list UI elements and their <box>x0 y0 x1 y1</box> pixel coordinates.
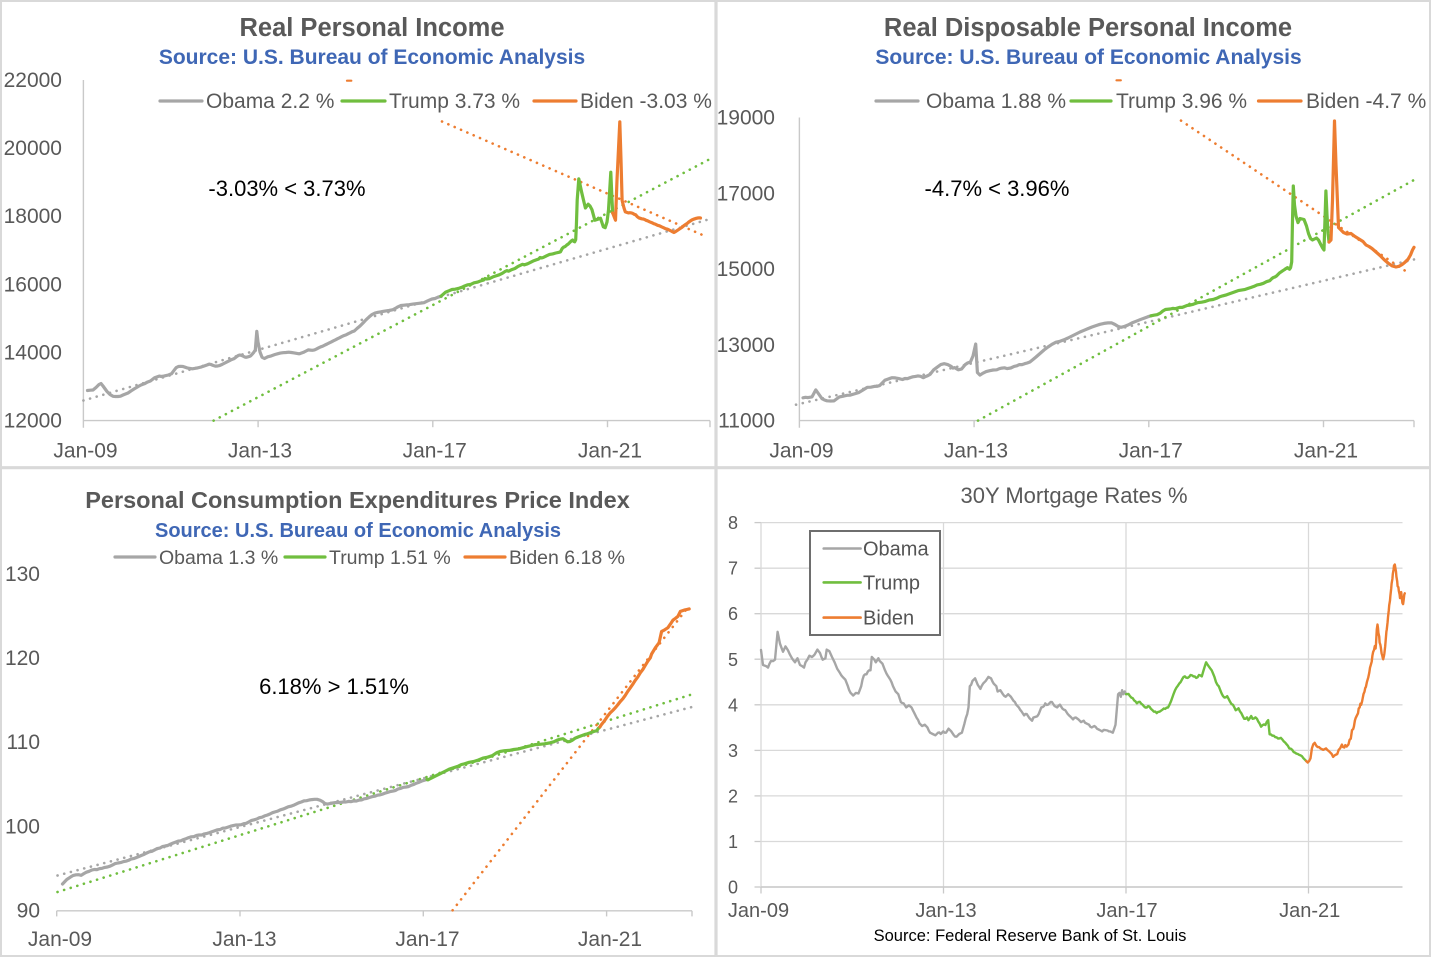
svg-text:15000: 15000 <box>717 258 775 281</box>
svg-text:Jan-13: Jan-13 <box>228 440 292 463</box>
svg-text:5: 5 <box>728 650 738 670</box>
svg-text:120: 120 <box>5 647 40 670</box>
svg-text:16000: 16000 <box>4 273 62 296</box>
svg-text:Trump 1.51 %: Trump 1.51 % <box>329 547 451 569</box>
svg-text:17000: 17000 <box>717 182 775 205</box>
svg-text:Trump 3.73 %: Trump 3.73 % <box>389 90 520 113</box>
svg-text:Jan-17: Jan-17 <box>403 440 467 463</box>
svg-text:6: 6 <box>728 604 738 624</box>
svg-text:3: 3 <box>728 741 738 761</box>
svg-text:Obama 1.88 %: Obama 1.88 % <box>926 90 1066 113</box>
svg-text:11000: 11000 <box>718 410 775 433</box>
svg-text:Jan-09: Jan-09 <box>728 900 789 922</box>
svg-text:-4.7% < 3.96%: -4.7% < 3.96% <box>925 176 1070 201</box>
svg-text:Jan-09: Jan-09 <box>28 928 92 951</box>
svg-text:Jan-13: Jan-13 <box>915 900 976 922</box>
svg-text:2: 2 <box>728 786 738 806</box>
svg-text:Biden: Biden <box>863 608 914 630</box>
svg-text:Jan-21: Jan-21 <box>578 928 642 951</box>
svg-text:Biden -3.03 %: Biden -3.03 % <box>580 90 712 113</box>
svg-text:Biden 6.18 %: Biden 6.18 % <box>509 547 625 569</box>
svg-text:110: 110 <box>7 731 40 754</box>
svg-text:1: 1 <box>728 832 738 852</box>
svg-text:130: 130 <box>5 563 40 586</box>
svg-text:Jan-21: Jan-21 <box>1279 900 1340 922</box>
svg-text:Biden -4.7 %: Biden -4.7 % <box>1306 90 1426 113</box>
svg-text:Jan-17: Jan-17 <box>1119 440 1183 463</box>
svg-text:6.18% > 1.51%: 6.18% > 1.51% <box>259 674 409 699</box>
svg-text:13000: 13000 <box>717 334 775 357</box>
svg-text:0: 0 <box>728 878 738 898</box>
svg-text:19000: 19000 <box>717 107 775 130</box>
svg-text:Source: U.S. Bureau of Economi: Source: U.S. Bureau of Economic Analysis <box>155 520 561 542</box>
svg-text:Jan-09: Jan-09 <box>769 440 833 463</box>
svg-text:Source: U.S. Bureau of Economi: Source: U.S. Bureau of Economic Analysis <box>875 46 1301 69</box>
svg-text:Source: U.S. Bureau of Economi: Source: U.S. Bureau of Economic Analysis <box>159 46 585 69</box>
svg-text:90: 90 <box>17 899 40 922</box>
svg-text:30Y Mortgage Rates %: 30Y Mortgage Rates % <box>960 483 1187 508</box>
svg-text:22000: 22000 <box>4 69 62 92</box>
svg-text:Jan-09: Jan-09 <box>53 440 117 463</box>
svg-text:Real Personal Income: Real Personal Income <box>239 14 504 42</box>
svg-text:Jan-13: Jan-13 <box>212 928 276 951</box>
svg-text:Jan-21: Jan-21 <box>1294 440 1358 463</box>
svg-text:Real Disposable Personal Incom: Real Disposable Personal Income <box>884 14 1292 42</box>
svg-text:Jan-17: Jan-17 <box>1096 900 1157 922</box>
svg-text:Obama: Obama <box>863 539 929 561</box>
svg-text:Obama 1.3 %: Obama 1.3 % <box>159 547 278 569</box>
svg-text:12000: 12000 <box>4 410 62 433</box>
svg-text:4: 4 <box>728 695 738 715</box>
svg-text:Obama 2.2 %: Obama 2.2 % <box>206 90 334 113</box>
svg-text:Jan-21: Jan-21 <box>578 440 642 463</box>
svg-text:Trump 3.96 %: Trump 3.96 % <box>1116 90 1247 113</box>
svg-text:Trump: Trump <box>863 572 920 594</box>
svg-text:Jan-13: Jan-13 <box>944 440 1008 463</box>
svg-text:Personal Consumption Expenditu: Personal Consumption Expenditures Price … <box>85 487 630 513</box>
svg-text:7: 7 <box>728 559 738 579</box>
svg-text:14000: 14000 <box>4 341 62 364</box>
svg-text:Source: Federal Reserve Bank o: Source: Federal Reserve Bank of St. Loui… <box>874 927 1187 945</box>
svg-text:100: 100 <box>5 815 40 838</box>
svg-text:Jan-17: Jan-17 <box>395 928 459 951</box>
svg-text:8: 8 <box>728 513 738 533</box>
svg-text:-3.03% < 3.73%: -3.03% < 3.73% <box>208 176 365 201</box>
svg-text:18000: 18000 <box>4 205 62 228</box>
svg-text:20000: 20000 <box>4 137 62 160</box>
